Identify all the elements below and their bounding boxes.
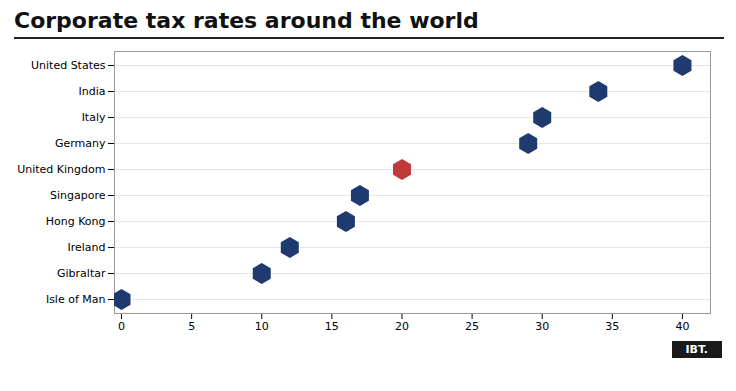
svg-text:30: 30 [535, 320, 549, 333]
svg-text:5: 5 [188, 320, 195, 333]
svg-text:Hong Kong: Hong Kong [46, 215, 106, 228]
svg-text:Germany: Germany [55, 137, 106, 150]
svg-text:25: 25 [465, 320, 479, 333]
svg-text:United Kingdom: United Kingdom [17, 163, 105, 176]
svg-text:20: 20 [395, 320, 409, 333]
svg-text:0: 0 [118, 320, 125, 333]
html-text:Corporate tax rates around the: Corporate tax rates around the world [14, 8, 479, 33]
svg-text:10: 10 [255, 320, 269, 333]
html-text:IBT.: IBT. [685, 343, 708, 356]
svg-text:Ireland: Ireland [67, 241, 105, 254]
svg-text:Gibraltar: Gibraltar [57, 267, 106, 280]
svg-text:15: 15 [325, 320, 339, 333]
svg-text:35: 35 [605, 320, 619, 333]
svg-text:Isle of Man: Isle of Man [46, 293, 106, 306]
svg-text:India: India [79, 85, 106, 98]
svg-text:Italy: Italy [82, 111, 106, 124]
svg-text:40: 40 [675, 320, 689, 333]
svg-text:United States: United States [31, 59, 106, 72]
svg-text:Singapore: Singapore [50, 189, 106, 202]
